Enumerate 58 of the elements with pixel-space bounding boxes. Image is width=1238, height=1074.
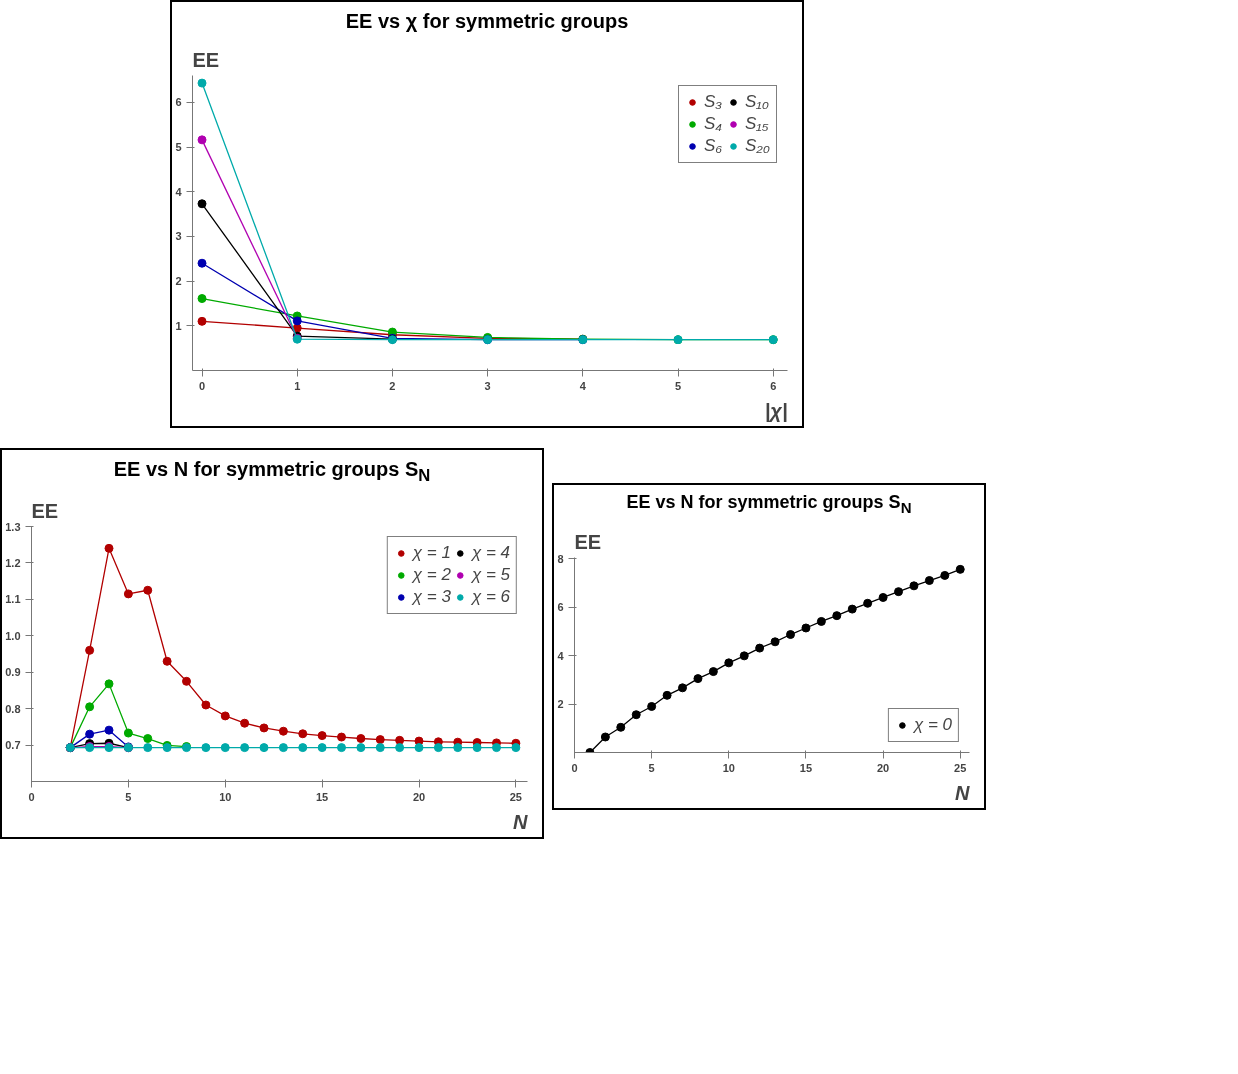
y-axis-title: EE	[192, 48, 220, 71]
legend-label: χ = 6	[471, 587, 510, 608]
y-tick-label: 2	[175, 274, 182, 287]
x-tick-label: 20	[412, 790, 426, 803]
y-tick-label: 5	[175, 140, 182, 153]
y-tick-label: 2	[557, 697, 564, 710]
x-axis-title: N	[955, 781, 971, 804]
y-tick-label: 0.9	[5, 666, 21, 679]
x-tick-label: 10	[722, 761, 735, 774]
y-tick-label: 1.3	[5, 520, 21, 533]
x-tick-label: 15	[316, 790, 329, 803]
x-tick-label: 4	[579, 379, 587, 392]
y-axis-title: EE	[574, 530, 602, 553]
x-tick-label: 20	[876, 761, 890, 774]
x-tick-label: 0	[28, 790, 35, 803]
x-tick-label: 6	[770, 379, 777, 392]
y-tick-label: 3	[175, 229, 182, 242]
x-axis-title: N	[513, 810, 529, 833]
y-tick-label: 0.7	[5, 739, 21, 752]
x-tick-label: 5	[648, 761, 655, 774]
x-tick-label: 3	[484, 379, 491, 392]
y-tick-label: 4	[557, 649, 565, 662]
x-tick-label: 1	[294, 379, 301, 392]
legend-label: χ = 5	[471, 565, 510, 586]
legend-label: S₃	[704, 91, 724, 112]
x-tick-label: 5	[125, 790, 132, 803]
legend-label: S₆	[704, 135, 724, 156]
legend-label: χ = 0	[913, 714, 952, 735]
legend-label: χ = 1	[412, 543, 451, 564]
x-tick-label: 0	[198, 379, 206, 392]
legend-label: χ = 4	[471, 543, 510, 564]
y-tick-label: 1	[175, 319, 182, 332]
y-tick-label: 4	[175, 185, 183, 198]
x-tick-label: 15	[799, 761, 813, 774]
legend-label: χ = 2	[412, 565, 451, 586]
y-tick-label: 6	[557, 600, 564, 613]
legend-label: S₂₀	[745, 135, 770, 156]
y-tick-label: 1.0	[5, 630, 21, 643]
chart-title: EE vs N for symmetric groups S$_{N}$	[113, 456, 431, 487]
x-tick-label: 25	[509, 790, 523, 803]
y-tick-label: 6	[175, 95, 182, 108]
y-tick-label: 0.8	[5, 703, 21, 716]
legend-label: S₁₀	[745, 91, 769, 112]
x-tick-label: 10	[219, 790, 232, 803]
legend-label: χ = 3	[412, 587, 451, 608]
legend-label: S₄	[704, 113, 724, 134]
x-tick-label: 25	[954, 761, 967, 774]
chart-title: EE vs N for symmetric groups S$_{N}$	[626, 490, 912, 518]
x-tick-label: 5	[674, 379, 682, 392]
chart-title: EE vs χ for symmetric groups	[345, 9, 629, 34]
y-tick-label: 1.2	[5, 557, 21, 570]
y-tick-label: 1.1	[5, 593, 21, 606]
x-tick-label: 2	[389, 379, 396, 392]
y-tick-label: 8	[557, 552, 564, 565]
x-tick-label: 0	[571, 761, 578, 774]
legend-label: S₁₅	[745, 113, 769, 134]
y-axis-title: EE	[31, 499, 59, 522]
x-axis-title: |χ|	[764, 399, 788, 422]
